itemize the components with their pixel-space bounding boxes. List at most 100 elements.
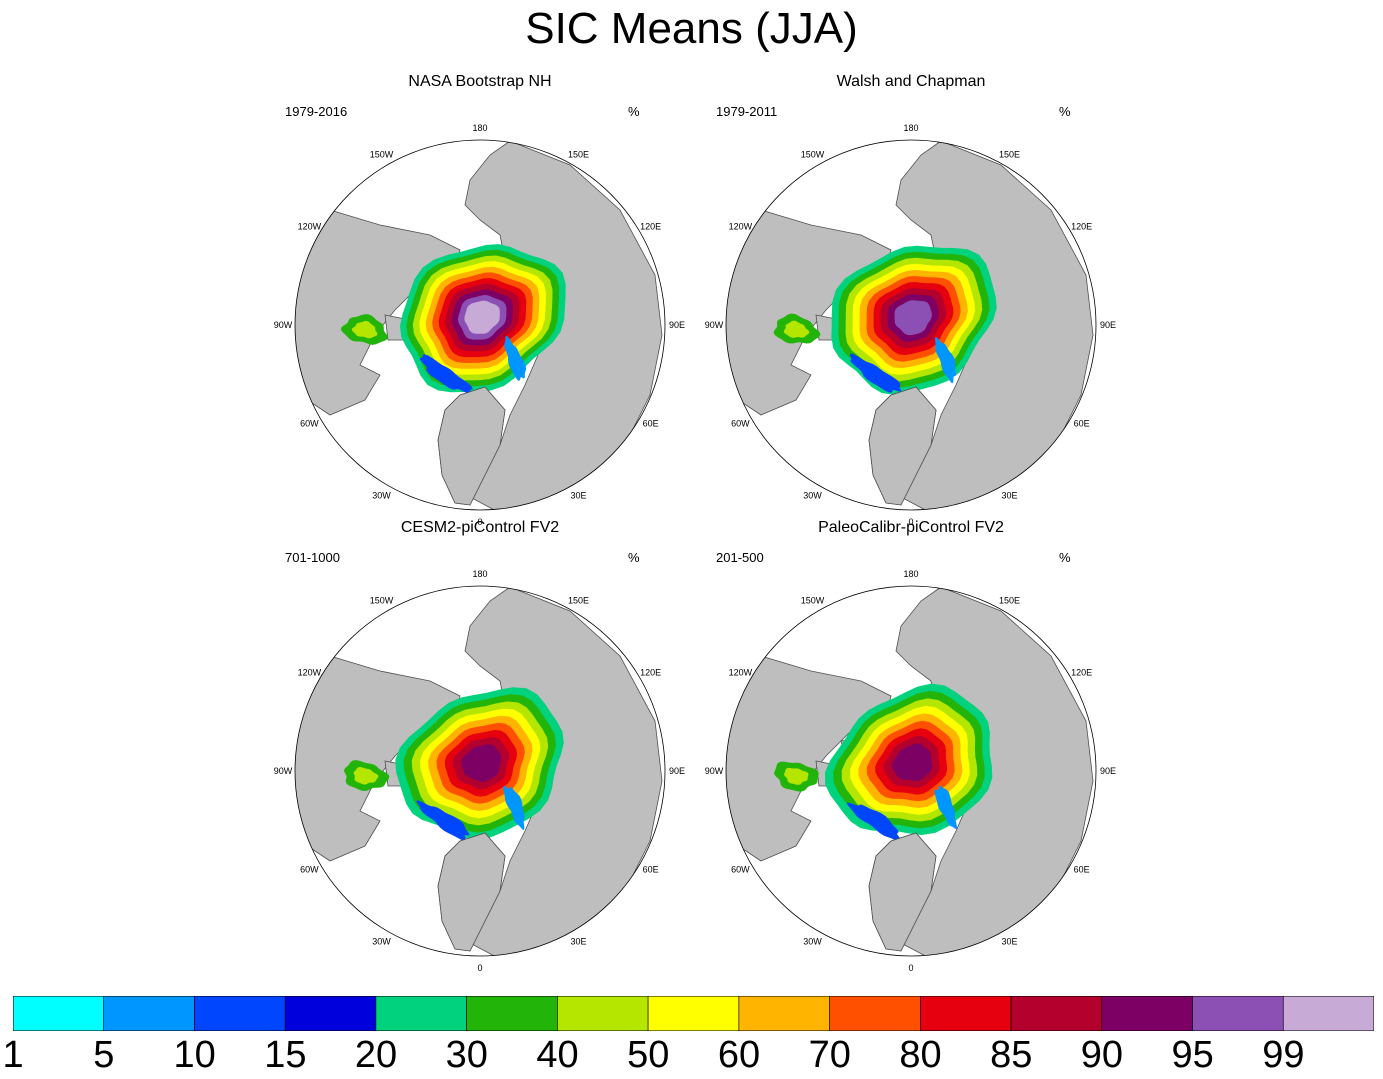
figure-title: SIC Means (JJA) <box>525 4 858 53</box>
lon-label: 180 <box>472 123 487 133</box>
panel-period: 1979-2011 <box>716 104 778 119</box>
lon-label: 150W <box>370 149 394 159</box>
sic-patch-hudson-inner <box>784 767 809 785</box>
colorbar-label: 70 <box>808 1034 851 1076</box>
map-border <box>294 585 666 957</box>
lon-label: 60E <box>643 419 659 429</box>
lon-label: 90W <box>274 766 293 776</box>
sic-patch-hudson-inner <box>353 767 379 785</box>
colorbar-swatch <box>919 996 1012 1031</box>
lon-label: 30E <box>570 937 586 947</box>
lon-label: 30E <box>1001 491 1017 501</box>
lon-label: 120E <box>1071 222 1092 232</box>
colorbar-swatch <box>284 996 377 1031</box>
panel-period: 201-500 <box>716 550 764 565</box>
lon-label: 60E <box>1074 419 1090 429</box>
colorbar-label: 40 <box>536 1034 579 1076</box>
lon-label: 60W <box>300 865 319 875</box>
colorbar-label: 10 <box>173 1034 216 1076</box>
colorbar-label: 5 <box>93 1034 115 1076</box>
sic-fringe-barents <box>935 336 957 384</box>
colorbar-swatch <box>1192 996 1284 1031</box>
sic-fringe-barents <box>934 785 958 830</box>
land-greenland <box>437 386 506 506</box>
colorbar-swatch <box>13 996 104 1031</box>
sic-fringe-baffin <box>850 353 902 393</box>
panel-walsh-chapman: Walsh and Chapman 1979-2011 % 180 150E 120… <box>701 73 1121 545</box>
sic-fringe-barents <box>504 335 527 381</box>
panel-cesm2-picontrol: CESM2-piControl FV2 701-1000 % 180 150E 12… <box>270 519 690 991</box>
land-greenland <box>437 832 506 952</box>
lon-label: 60W <box>731 419 750 429</box>
lon-label: 180 <box>903 569 918 579</box>
land-greenland <box>868 386 937 506</box>
panel-nasa-bootstrap: NASA Bootstrap NH 1979-2016 % 180 150E 120… <box>270 73 690 545</box>
colorbar-label: 20 <box>354 1034 398 1076</box>
lon-label: 30E <box>570 491 586 501</box>
polar-map: 180 150E 120E 90E 60E 30E 0 30W 60W 90W 120W 150W <box>274 569 685 973</box>
lon-label: 60W <box>300 419 319 429</box>
panel-units: % <box>1059 550 1071 565</box>
sic-fringe-baffin <box>846 802 902 842</box>
lon-label: 120W <box>729 668 753 678</box>
colorbar-swatch <box>1283 996 1374 1031</box>
polar-map: 180 150E 120E 90E 60E 30E 0 30W 60W 90W 120W 150W <box>274 123 685 527</box>
panel-title: CESM2-piControl FV2 <box>400 519 560 536</box>
lon-label: 120E <box>640 222 661 232</box>
panel-title: NASA Bootstrap NH <box>408 73 552 90</box>
colorbar-label: 30 <box>445 1034 488 1076</box>
polar-map: 180 150E 120E 90E 60E 30E 0 30W 60W 90W 120W 150W <box>705 123 1116 527</box>
colorbar-label: 85 <box>990 1034 1033 1076</box>
panel-units: % <box>628 104 640 119</box>
lon-label: 150E <box>999 149 1020 159</box>
sic-band-90 <box>891 743 933 782</box>
colorbar-label: 99 <box>1262 1034 1305 1076</box>
panel-units: % <box>1059 104 1071 119</box>
lon-label: 90E <box>669 320 685 330</box>
lon-label: 0 <box>477 517 482 527</box>
sic-patch-hudson-inner <box>783 320 810 338</box>
lon-label: 150E <box>568 595 589 605</box>
lon-label: 60W <box>731 865 750 875</box>
colorbar-swatch <box>194 996 286 1031</box>
colorbar-swatch <box>647 996 740 1031</box>
sic-patch-hudson-inner <box>351 321 378 339</box>
lon-label: 90E <box>1100 320 1116 330</box>
lon-label: 90W <box>705 320 724 330</box>
lon-label: 60E <box>1074 865 1090 875</box>
lon-label: 0 <box>477 963 482 973</box>
lon-label: 150W <box>801 149 825 159</box>
lon-label: 180 <box>472 569 487 579</box>
colorbar-label: 50 <box>627 1034 670 1076</box>
land-mass <box>295 655 461 862</box>
panel-period: 1979-2016 <box>285 104 348 119</box>
sic-fringe-baffin <box>416 800 470 842</box>
colorbar-swatch <box>1010 996 1103 1031</box>
colorbar-label: 60 <box>717 1034 761 1076</box>
colorbar-swatch <box>829 996 921 1031</box>
map-border <box>725 139 1097 511</box>
lon-label: 90E <box>1100 766 1116 776</box>
lon-label: 0 <box>908 517 913 527</box>
colorbar-label: 1 <box>2 1034 24 1076</box>
map-border <box>725 585 1097 957</box>
polar-map: 180 150E 120E 90E 60E 30E 0 30W 60W 90W 120W 150W <box>705 569 1116 973</box>
sic-fringe-baffin <box>419 354 473 394</box>
panel-units: % <box>628 550 640 565</box>
colorbar-label: 90 <box>1080 1034 1124 1076</box>
lon-label: 150E <box>999 595 1020 605</box>
sic-band-99 <box>464 300 500 334</box>
lon-label: 180 <box>903 123 918 133</box>
lon-label: 120W <box>298 222 322 232</box>
lon-label: 0 <box>908 963 913 973</box>
colorbar-label: 15 <box>264 1034 307 1076</box>
panel-title: Walsh and Chapman <box>836 73 986 90</box>
colorbar-swatch <box>466 996 558 1031</box>
lon-label: 90W <box>705 766 724 776</box>
lon-label: 120E <box>1071 668 1092 678</box>
lon-label: 120E <box>640 668 661 678</box>
lon-label: 120W <box>298 668 322 678</box>
lon-label: 30W <box>372 491 391 501</box>
panel-period: 701-1000 <box>285 550 340 565</box>
lon-label: 30W <box>372 937 391 947</box>
